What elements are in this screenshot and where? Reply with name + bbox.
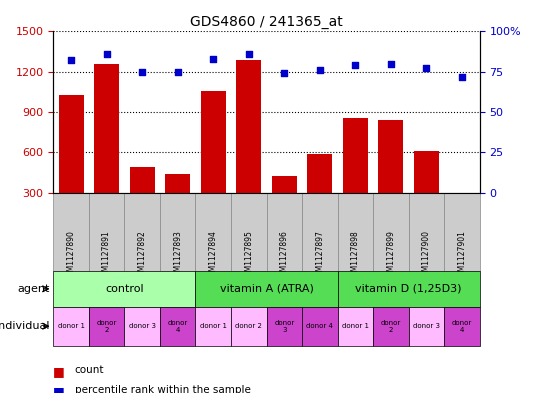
Point (138, 68, 147, 75)
Point (458, 73, 466, 80)
Bar (201, 90, 225, 233)
Bar (196, 307, 231, 346)
Bar (53, 193, 89, 271)
Bar (160, 307, 196, 346)
Bar (94, 64, 119, 233)
Bar (414, 151, 439, 233)
Text: donor
4: donor 4 (452, 320, 472, 333)
Bar (231, 307, 266, 346)
Text: donor 3: donor 3 (413, 323, 440, 329)
Bar (231, 193, 266, 271)
Bar (89, 193, 124, 271)
Text: GSM1127897: GSM1127897 (316, 230, 324, 281)
Point (102, 51, 111, 57)
Point (209, 56, 217, 62)
Text: GSM1127894: GSM1127894 (209, 230, 217, 281)
Point (245, 51, 253, 57)
Bar (302, 307, 337, 346)
Bar (302, 193, 337, 271)
Bar (236, 60, 261, 233)
Text: control: control (105, 284, 144, 294)
Point (67, 57, 75, 64)
Bar (373, 307, 409, 346)
Bar (337, 307, 373, 346)
Bar (266, 193, 302, 271)
Bar (53, 271, 196, 307)
Text: GSM1127901: GSM1127901 (457, 230, 466, 281)
Point (173, 68, 182, 75)
Text: agent: agent (18, 284, 50, 294)
Text: donor
3: donor 3 (274, 320, 294, 333)
Point (422, 65, 431, 72)
Text: donor 2: donor 2 (235, 323, 262, 329)
Bar (308, 154, 332, 233)
Text: GSM1127899: GSM1127899 (386, 230, 395, 281)
Bar (196, 193, 231, 271)
Title: GDS4860 / 241365_at: GDS4860 / 241365_at (190, 15, 343, 29)
Bar (266, 307, 302, 346)
Bar (409, 307, 444, 346)
Bar (59, 95, 84, 233)
Text: GSM1127896: GSM1127896 (280, 230, 289, 281)
Point (316, 67, 324, 73)
Text: count: count (75, 365, 104, 375)
Text: donor 1: donor 1 (58, 323, 85, 329)
Text: ■: ■ (53, 365, 65, 378)
Bar (130, 167, 155, 233)
Bar (343, 118, 368, 233)
Bar (124, 193, 160, 271)
Bar (124, 307, 160, 346)
Bar (165, 174, 190, 233)
Bar (409, 193, 444, 271)
Text: donor
2: donor 2 (381, 320, 401, 333)
Bar (444, 193, 480, 271)
Bar (337, 271, 480, 307)
Text: donor 4: donor 4 (306, 323, 333, 329)
Text: donor 1: donor 1 (342, 323, 369, 329)
Text: donor 1: donor 1 (200, 323, 227, 329)
Bar (444, 307, 480, 346)
Text: GSM1127891: GSM1127891 (102, 230, 111, 281)
Text: vitamin D (1,25D3): vitamin D (1,25D3) (356, 284, 462, 294)
Bar (337, 193, 373, 271)
Point (280, 70, 288, 77)
Text: individual: individual (0, 321, 50, 331)
Bar (196, 271, 337, 307)
Bar (449, 219, 474, 233)
Point (351, 62, 360, 68)
Text: ■: ■ (53, 385, 65, 393)
Bar (373, 193, 409, 271)
Text: GSM1127890: GSM1127890 (67, 230, 76, 281)
Text: percentile rank within the sample: percentile rank within the sample (75, 385, 251, 393)
Text: GSM1127898: GSM1127898 (351, 230, 360, 281)
Text: donor
4: donor 4 (167, 320, 188, 333)
Bar (160, 193, 196, 271)
Text: donor
2: donor 2 (96, 320, 117, 333)
Text: GSM1127895: GSM1127895 (244, 230, 253, 281)
Text: GSM1127893: GSM1127893 (173, 230, 182, 281)
Text: GSM1127892: GSM1127892 (138, 230, 147, 281)
Point (386, 61, 395, 67)
Bar (272, 176, 297, 233)
Bar (378, 120, 403, 233)
Text: vitamin A (ATRA): vitamin A (ATRA) (220, 284, 313, 294)
Text: GSM1127900: GSM1127900 (422, 230, 431, 281)
Bar (89, 307, 124, 346)
Text: donor 3: donor 3 (128, 323, 156, 329)
Bar (53, 307, 89, 346)
